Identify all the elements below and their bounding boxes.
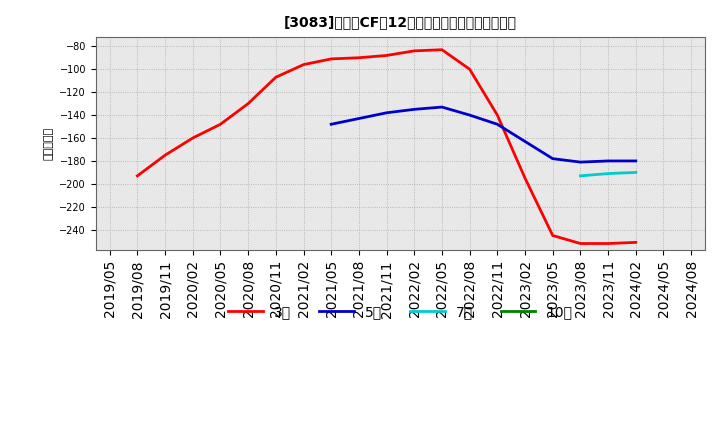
Legend: 3年, 5年, 7年, 10年: 3年, 5年, 7年, 10年: [222, 299, 578, 325]
Title: [3083]　営業CFだ12か月移動合計の平均値の推移: [3083] 営業CFだ12か月移動合計の平均値の推移: [284, 15, 517, 29]
Y-axis label: （百万円）: （百万円）: [44, 127, 54, 160]
